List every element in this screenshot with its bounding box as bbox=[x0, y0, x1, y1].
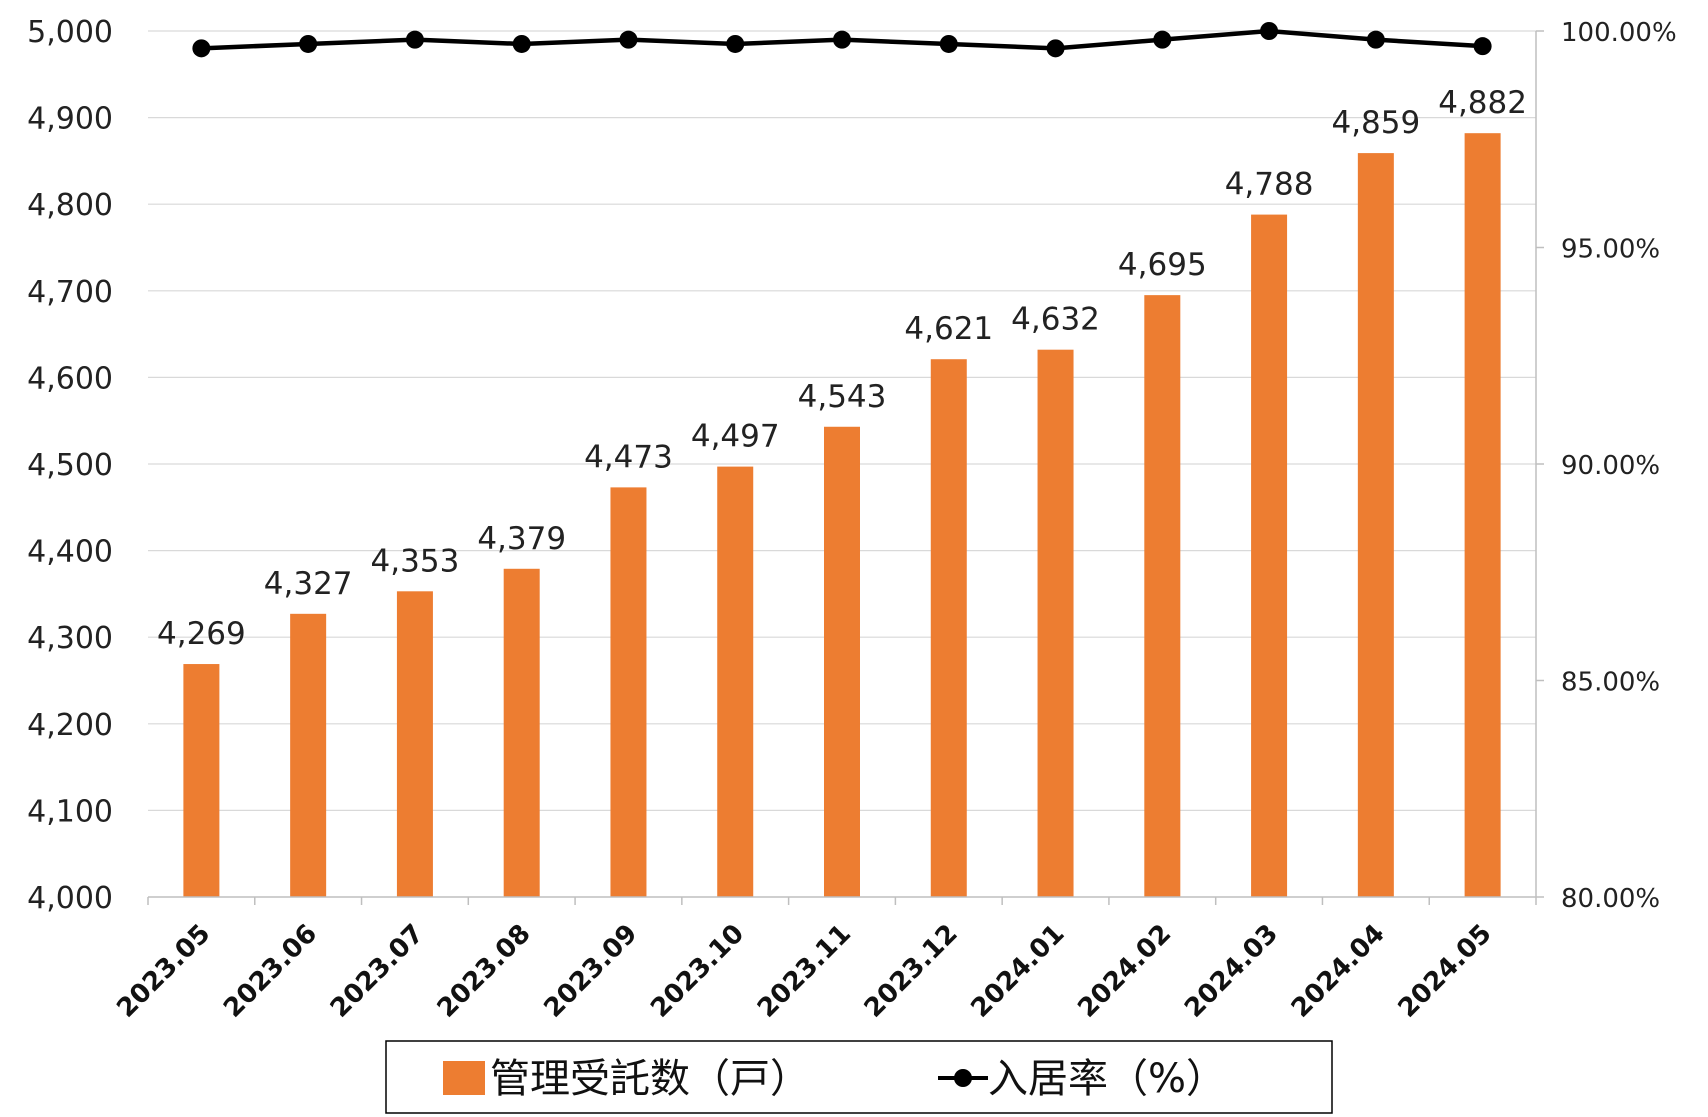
occupancy-point bbox=[619, 30, 638, 49]
occupancy-point bbox=[1366, 30, 1385, 49]
y-right-tick-label: 90.00% bbox=[1561, 451, 1660, 481]
bar bbox=[824, 426, 860, 897]
occupancy-point bbox=[1153, 30, 1172, 49]
bar-series bbox=[183, 133, 1501, 898]
y-left-tick-label: 4,200 bbox=[27, 708, 113, 743]
bar-data-label: 4,473 bbox=[584, 439, 673, 475]
bar bbox=[1144, 295, 1181, 897]
bar bbox=[610, 487, 647, 897]
bar bbox=[1357, 153, 1394, 897]
legend-label-units: 管理受託数（戸） bbox=[490, 1056, 810, 1102]
occupancy-point bbox=[299, 34, 318, 53]
line-series bbox=[192, 22, 1492, 58]
occupancy-point bbox=[512, 34, 531, 53]
legend-box bbox=[385, 1040, 1333, 1114]
y-left-tick-label: 4,400 bbox=[27, 535, 113, 570]
y-left-tick-label: 4,600 bbox=[27, 361, 113, 396]
bar bbox=[290, 613, 327, 897]
occupancy-point bbox=[192, 39, 211, 58]
y-right-tick-label: 80.00% bbox=[1561, 884, 1660, 914]
legend-label-occupancy: 入居率（%） bbox=[988, 1056, 1226, 1102]
y-right-tick-label: 95.00% bbox=[1561, 235, 1660, 265]
bar-data-label: 4,543 bbox=[798, 379, 887, 415]
data-labels: 4,269 4,327 4,353 4,379 4,473 4,497 4,543 4,621… bbox=[157, 85, 1527, 652]
y-right-tick-label: 85.00% bbox=[1561, 668, 1660, 698]
y-left-tick-label: 4,900 bbox=[27, 102, 113, 137]
y-right-tick-label: 100.00% bbox=[1561, 18, 1677, 48]
bar bbox=[503, 568, 540, 897]
bar-data-label: 4,882 bbox=[1438, 85, 1527, 121]
y-left-tick-label: 5,000 bbox=[27, 15, 113, 50]
y-left-tick-label: 4,100 bbox=[27, 794, 113, 829]
bar-data-label: 4,788 bbox=[1225, 167, 1314, 203]
y-left-tick-label: 4,700 bbox=[27, 275, 113, 310]
occupancy-point bbox=[1046, 39, 1065, 58]
occupancy-point bbox=[1260, 22, 1279, 40]
y-left-tick-label: 4,800 bbox=[27, 188, 113, 223]
bar-data-label: 4,327 bbox=[264, 566, 353, 602]
bar bbox=[1037, 349, 1074, 897]
bar bbox=[1464, 133, 1501, 898]
bar-data-label: 4,497 bbox=[691, 419, 780, 455]
x-tick-label: 2023.11 bbox=[752, 919, 857, 1024]
x-tick-label: 2024.04 bbox=[1286, 919, 1391, 1024]
bar-data-label: 4,353 bbox=[371, 543, 460, 579]
bar bbox=[183, 664, 220, 897]
bar bbox=[1251, 214, 1288, 898]
x-tick-label: 2023.07 bbox=[325, 919, 430, 1024]
occupancy-point bbox=[1473, 37, 1492, 56]
occupancy-point bbox=[939, 34, 958, 53]
y-left-tick-label: 4,300 bbox=[27, 621, 113, 656]
x-tick-label: 2024.01 bbox=[966, 919, 1071, 1024]
y-left-tick-label: 4,500 bbox=[27, 448, 113, 483]
x-tick-label: 2023.08 bbox=[432, 919, 537, 1024]
bar bbox=[396, 591, 433, 897]
x-tick-label: 2024.02 bbox=[1072, 919, 1177, 1024]
bar-data-label: 4,695 bbox=[1118, 247, 1207, 283]
legend-swatch-marker bbox=[954, 1069, 972, 1087]
x-tick-label: 2024.05 bbox=[1393, 919, 1498, 1024]
legend: 管理受託数（戸） 入居率（%） bbox=[385, 1040, 1333, 1114]
x-tick-label: 2023.12 bbox=[859, 919, 964, 1024]
occupancy-point bbox=[726, 34, 745, 53]
bar-data-label: 4,859 bbox=[1331, 105, 1420, 141]
bar bbox=[930, 359, 967, 897]
occupancy-point bbox=[833, 30, 851, 49]
y-left-tick-label: 4,000 bbox=[27, 881, 113, 916]
x-tick-label: 2023.06 bbox=[218, 919, 323, 1024]
bar-data-label: 4,632 bbox=[1011, 302, 1100, 338]
x-tick-label: 2023.05 bbox=[111, 919, 216, 1024]
occupancy-point bbox=[405, 30, 424, 49]
bar bbox=[717, 466, 754, 897]
x-tick-label: 2023.10 bbox=[645, 919, 750, 1024]
legend-swatch-bar bbox=[443, 1061, 485, 1095]
bar-data-label: 4,621 bbox=[904, 311, 993, 347]
bar-data-label: 4,269 bbox=[157, 616, 246, 652]
bar-data-label: 4,379 bbox=[477, 521, 566, 557]
x-tick-label: 2023.09 bbox=[538, 919, 643, 1024]
x-tick-label: 2024.03 bbox=[1179, 919, 1284, 1024]
